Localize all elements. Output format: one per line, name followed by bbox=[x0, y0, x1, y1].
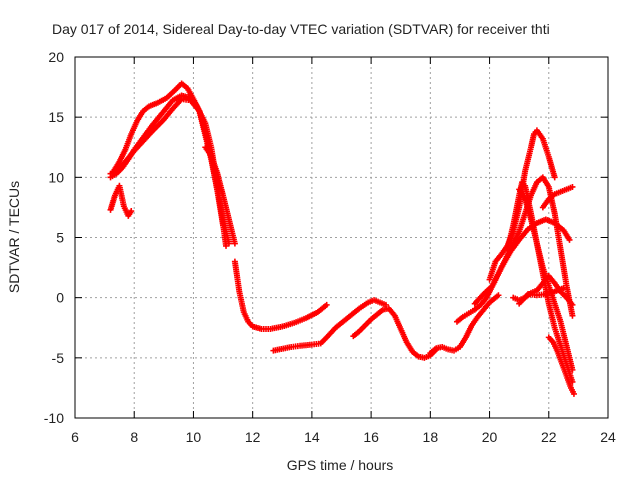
data-point bbox=[495, 292, 502, 299]
x-tick-label: 8 bbox=[130, 429, 138, 445]
y-tick-label: 10 bbox=[48, 169, 64, 185]
x-tick-label: 22 bbox=[541, 429, 557, 445]
x-axis-label: GPS time / hours bbox=[287, 457, 394, 473]
series-arc-9 bbox=[427, 292, 502, 357]
series-arc-17 bbox=[545, 334, 577, 397]
x-tick-label: 12 bbox=[245, 429, 261, 445]
series-arc-18 bbox=[516, 285, 567, 307]
chart-title: Day 017 of 2014, Sidereal Day-to-day VTE… bbox=[52, 21, 550, 37]
x-tick-label: 24 bbox=[600, 429, 616, 445]
x-tick-label: 16 bbox=[363, 429, 379, 445]
data-point bbox=[570, 390, 577, 397]
y-tick-label: 0 bbox=[56, 290, 64, 306]
data-point bbox=[566, 236, 573, 243]
y-tick-labels: -10 -5 0 5 10 15 20 bbox=[44, 49, 64, 426]
data-point bbox=[382, 301, 389, 308]
y-tick-label: -10 bbox=[44, 410, 64, 426]
data-point bbox=[569, 183, 576, 190]
data-points bbox=[107, 80, 577, 397]
x-tick-label: 20 bbox=[482, 429, 498, 445]
series-arc-5 bbox=[202, 144, 238, 247]
x-tick-label: 10 bbox=[186, 429, 202, 445]
series-arc-7 bbox=[270, 297, 389, 354]
x-tick-label: 18 bbox=[423, 429, 439, 445]
data-point bbox=[551, 174, 558, 181]
series-arc-16 bbox=[539, 183, 576, 211]
x-tick-label: 6 bbox=[71, 429, 79, 445]
data-point bbox=[231, 240, 238, 247]
grid-lines bbox=[75, 57, 608, 418]
y-tick-label: 20 bbox=[48, 49, 64, 65]
data-point bbox=[323, 301, 330, 308]
y-tick-label: 5 bbox=[56, 230, 64, 246]
data-point bbox=[569, 301, 576, 308]
data-point bbox=[220, 222, 227, 229]
x-tick-labels: 6 8 10 12 14 16 18 20 22 24 bbox=[71, 429, 616, 445]
y-tick-label: 15 bbox=[48, 109, 64, 125]
axis-ticks bbox=[74, 56, 609, 419]
y-axis-label: SDTVAR / TECUs bbox=[6, 181, 22, 293]
data-point bbox=[560, 285, 567, 292]
data-point bbox=[569, 312, 576, 319]
series-arc-4 bbox=[107, 182, 135, 219]
data-point bbox=[128, 208, 135, 215]
x-tick-label: 14 bbox=[304, 429, 320, 445]
data-point bbox=[223, 242, 230, 249]
series-arc-6 bbox=[231, 258, 330, 332]
y-tick-label: -5 bbox=[52, 350, 65, 366]
